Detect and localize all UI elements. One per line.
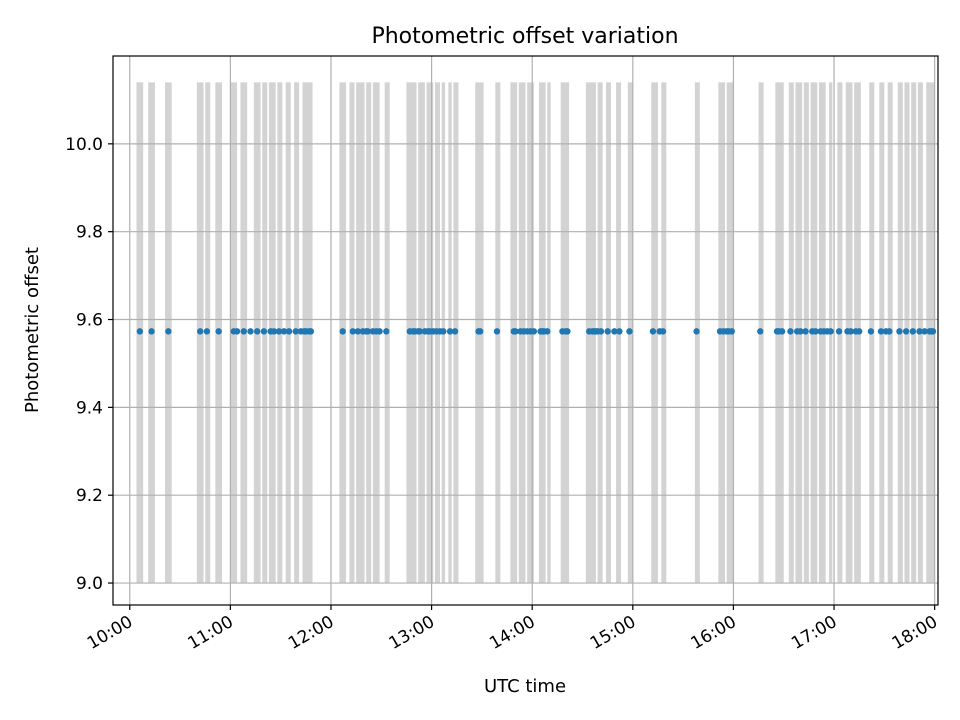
- data-point: [787, 328, 794, 335]
- x-tick-label: 13:00: [386, 612, 438, 654]
- data-point: [275, 328, 283, 335]
- plot-frame: [112, 55, 939, 606]
- data-point: [909, 328, 917, 335]
- data-point: [254, 328, 261, 335]
- data-point: [446, 328, 454, 335]
- data-point: [215, 328, 222, 335]
- data-point: [827, 328, 834, 335]
- data-point: [440, 328, 447, 335]
- data-point: [728, 328, 735, 335]
- data-point: [196, 328, 204, 335]
- y-tick-label: 9.6: [76, 311, 103, 331]
- data-point: [136, 328, 144, 335]
- data-point: [376, 328, 383, 335]
- y-tick-label: 9.0: [76, 574, 103, 594]
- data-point: [280, 328, 288, 335]
- data-point: [812, 328, 819, 335]
- data-point: [693, 328, 700, 335]
- chart-title: Photometric offset variation: [371, 24, 678, 49]
- data-point: [285, 328, 293, 335]
- data-point: [778, 328, 786, 335]
- x-axis-ticks: 10:00 11:00 12:00 13:00 14:00 15:00 16:00 17:00…: [84, 605, 941, 654]
- data-point: [802, 328, 809, 335]
- data-point: [148, 328, 155, 335]
- data-point: [797, 328, 804, 335]
- x-axis-label: UTC time: [484, 676, 566, 697]
- data-point: [247, 328, 254, 335]
- data-point: [240, 328, 247, 335]
- data-point: [544, 328, 551, 335]
- data-point: [835, 328, 843, 335]
- data-point: [512, 328, 519, 335]
- data-point: [451, 328, 459, 335]
- data-point: [757, 328, 764, 335]
- x-tick-label: 12:00: [285, 612, 337, 654]
- data-point: [354, 328, 362, 335]
- data-point: [233, 328, 241, 335]
- data-point: [847, 328, 855, 335]
- data-point: [364, 328, 372, 335]
- data-point: [416, 328, 424, 335]
- x-tick-label: 17:00: [788, 612, 840, 654]
- data-point: [855, 328, 863, 335]
- y-axis-ticks: 9.0 9.2 9.4 9.6 9.8 10.0: [65, 135, 113, 594]
- data-point: [477, 328, 484, 335]
- data-point: [896, 328, 903, 335]
- data-point: [203, 328, 211, 335]
- y-tick-label: 9.8: [76, 223, 103, 243]
- x-tick-label: 11:00: [184, 612, 236, 654]
- data-point: [604, 328, 611, 335]
- data-point: [616, 328, 623, 335]
- data-point: [260, 328, 268, 335]
- data-point: [270, 328, 278, 335]
- data-point: [349, 328, 356, 335]
- data-point: [597, 328, 605, 335]
- data-point: [649, 328, 657, 335]
- data-point: [611, 328, 618, 335]
- data-point: [564, 328, 571, 335]
- x-tick-label: 16:00: [687, 612, 739, 654]
- data-point: [383, 328, 390, 335]
- data-point: [902, 328, 910, 335]
- data-point: [530, 328, 538, 335]
- x-tick-label: 18:00: [889, 612, 941, 654]
- data-point: [165, 328, 172, 335]
- y-tick-label: 9.2: [76, 486, 103, 506]
- data-point: [921, 328, 928, 335]
- data-point: [292, 328, 299, 335]
- y-tick-label: 10.0: [65, 135, 103, 155]
- y-axis-label: Photometric offset: [22, 247, 43, 413]
- y-tick-label: 9.4: [76, 398, 103, 418]
- data-point: [877, 328, 885, 335]
- data-point: [493, 328, 501, 335]
- x-tick-label: 10:00: [84, 612, 136, 654]
- data-point: [339, 328, 346, 335]
- data-point: [659, 328, 667, 335]
- data-point: [929, 328, 937, 335]
- x-tick-label: 14:00: [486, 612, 538, 654]
- x-tick-label: 15:00: [587, 612, 639, 654]
- data-point: [916, 328, 923, 335]
- data-point: [886, 328, 893, 335]
- data-point: [307, 328, 315, 335]
- data-point: [626, 328, 633, 335]
- data-point: [867, 328, 875, 335]
- data-points: [136, 328, 937, 335]
